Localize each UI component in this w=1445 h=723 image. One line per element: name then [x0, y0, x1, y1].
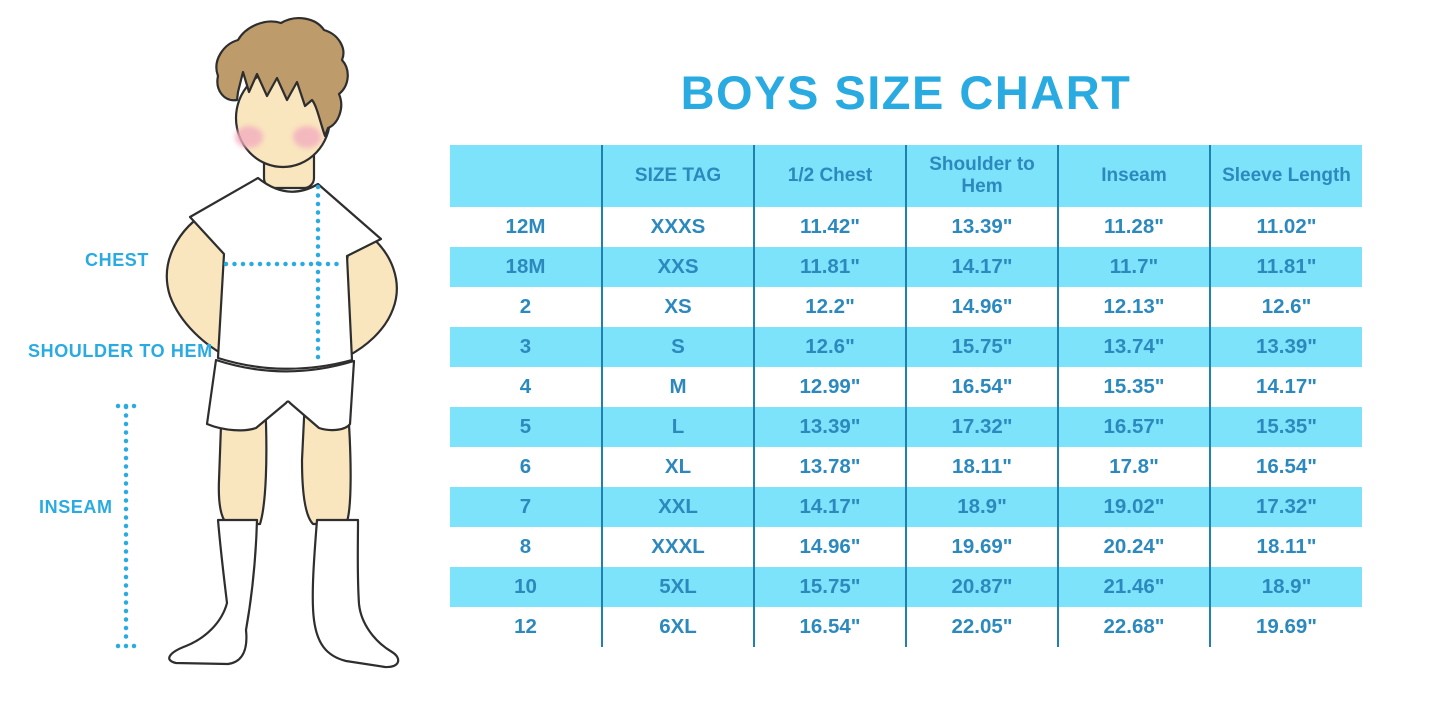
measurement-value: 17.32": [905, 407, 1058, 447]
table-row-6: 6 XL 13.78" 18.11" 17.8" 16.54": [450, 447, 1362, 487]
measurement-value: XXS: [601, 247, 754, 287]
table-row-8: 8 XXXL 14.96" 19.69" 20.24" 18.11": [450, 527, 1362, 567]
row-size-label: 5: [519, 415, 532, 438]
measurement-value: 11.81": [1209, 247, 1362, 287]
measurement-value: 16.54": [1209, 447, 1362, 487]
measurement-value: 12.99": [753, 367, 906, 407]
size-table: SIZE TAG 1/2 Chest Shoulder to Hem Inseam Sl…: [450, 145, 1362, 647]
row-size-label: 18M: [505, 255, 546, 278]
size-table-body: 12M XXXS 11.42" 13.39" 11.28" 11.02" 18M XXS 11.…: [450, 207, 1362, 647]
measurement-value: 22.05": [905, 607, 1058, 647]
measurement-value: 21.46": [1057, 567, 1210, 607]
measurement-guides: [115, 184, 348, 649]
measurement-value: 13.78": [753, 447, 906, 487]
column-header-1/2 Chest: 1/2 Chest: [753, 145, 906, 207]
measurement-value: XS: [601, 287, 754, 327]
row-size-label: 6: [519, 455, 532, 478]
inseam-label: INSEAM: [39, 497, 113, 517]
measurement-value: L: [601, 407, 754, 447]
measurement-value: 12.6": [753, 327, 906, 367]
table-row-12M: 12M XXXS 11.42" 13.39" 11.28" 11.02": [450, 207, 1362, 247]
row-size-label: 10: [514, 575, 537, 598]
row-size-label: 3: [519, 335, 532, 358]
measurement-value: 11.28": [1057, 207, 1210, 247]
measurement-value: 11.02": [1209, 207, 1362, 247]
measurement-value: XXXS: [601, 207, 754, 247]
measurement-value: 22.68": [1057, 607, 1210, 647]
t-shirt: [188, 176, 383, 370]
measurement-value: XXL: [601, 487, 754, 527]
measurement-value: 14.17": [1209, 367, 1362, 407]
measurement-value: 14.17": [753, 487, 906, 527]
row-size-label: 12: [514, 615, 537, 638]
size-table-header: SIZE TAG 1/2 Chest Shoulder to Hem Inseam Sl…: [450, 145, 1362, 207]
header-row: SIZE TAG 1/2 Chest Shoulder to Hem Inseam Sl…: [450, 145, 1362, 207]
measurement-value: 13.74": [1057, 327, 1210, 367]
table-row-3: 3 S 12.6" 15.75" 13.74" 13.39": [450, 327, 1362, 367]
measurement-value: 12.13": [1057, 287, 1210, 327]
row-size-label: 8: [519, 535, 532, 558]
measurement-value: 17.32": [1209, 487, 1362, 527]
boy-illustration: [115, 16, 400, 669]
measurement-value: 11.42": [753, 207, 906, 247]
measurement-value: 14.96": [753, 527, 906, 567]
measurement-value: 17.8": [1057, 447, 1210, 487]
row-size-label: 12M: [505, 215, 546, 238]
column-header-size: [450, 145, 602, 207]
measurement-value: 16.57": [1057, 407, 1210, 447]
table-row-2: 2 XS 12.2" 14.96" 12.13" 12.6": [450, 287, 1362, 327]
chest-label: CHEST: [85, 250, 150, 270]
measurement-value: 18.9": [905, 487, 1058, 527]
shoulder-to-hem-label: SHOULDER TO HEM: [28, 341, 213, 361]
measurement-value: 6XL: [601, 607, 754, 647]
socks: [168, 518, 400, 669]
blush-cheeks: [235, 126, 321, 148]
measurement-value: 19.69": [1209, 607, 1362, 647]
measurement-value: S: [601, 327, 754, 367]
table-row-7: 7 XXL 14.17" 18.9" 19.02" 17.32": [450, 487, 1362, 527]
measurement-value: 11.81": [753, 247, 906, 287]
measurement-value: 14.17": [905, 247, 1058, 287]
row-size-label: 4: [519, 375, 532, 398]
table-row-10: 10 5XL 15.75" 20.87" 21.46" 18.9": [450, 567, 1362, 607]
measurement-value: 14.96": [905, 287, 1058, 327]
measurement-value: 18.11": [1209, 527, 1362, 567]
measurement-value: 16.54": [905, 367, 1058, 407]
column-header-Inseam: Inseam: [1057, 145, 1210, 207]
row-size-label: 7: [519, 495, 532, 518]
measurement-value: 15.35": [1209, 407, 1362, 447]
table-row-18M: 18M XXS 11.81" 14.17" 11.7" 11.81": [450, 247, 1362, 287]
measurement-value: 15.75": [905, 327, 1058, 367]
row-size-label: 2: [519, 295, 532, 318]
measurement-value: 19.02": [1057, 487, 1210, 527]
measurement-value: M: [601, 367, 754, 407]
table-row-5: 5 L 13.39" 17.32" 16.57" 15.35": [450, 407, 1362, 447]
table-row-12: 12 6XL 16.54" 22.05" 22.68" 19.69": [450, 607, 1362, 647]
measurement-value: 12.2": [753, 287, 906, 327]
page-title: BOYS SIZE CHART: [680, 66, 1132, 120]
shorts: [205, 358, 356, 432]
measurement-value: XXXL: [601, 527, 754, 567]
measurement-value: XL: [601, 447, 754, 487]
column-header-Sleeve Length: Sleeve Length: [1209, 145, 1362, 207]
measurement-value: 16.54": [753, 607, 906, 647]
measurement-value: 13.39": [753, 407, 906, 447]
column-header-Shoulder to Hem: Shoulder to Hem: [905, 145, 1058, 207]
measurement-value: 20.24": [1057, 527, 1210, 567]
column-header-SIZE TAG: SIZE TAG: [601, 145, 754, 207]
measurement-value: 15.35": [1057, 367, 1210, 407]
measurement-value: 5XL: [601, 567, 754, 607]
measurement-value: 18.11": [905, 447, 1058, 487]
hair: [215, 16, 349, 138]
measurement-value: 18.9": [1209, 567, 1362, 607]
measurement-value: 11.7": [1057, 247, 1210, 287]
measurement-value: 12.6": [1209, 287, 1362, 327]
measurement-value: 20.87": [905, 567, 1058, 607]
measurement-value: 19.69": [905, 527, 1058, 567]
measurement-value: 13.39": [1209, 327, 1362, 367]
table-row-4: 4 M 12.99" 16.54" 15.35" 14.17": [450, 367, 1362, 407]
measurement-value: 13.39": [905, 207, 1058, 247]
measurement-value: 15.75": [753, 567, 906, 607]
